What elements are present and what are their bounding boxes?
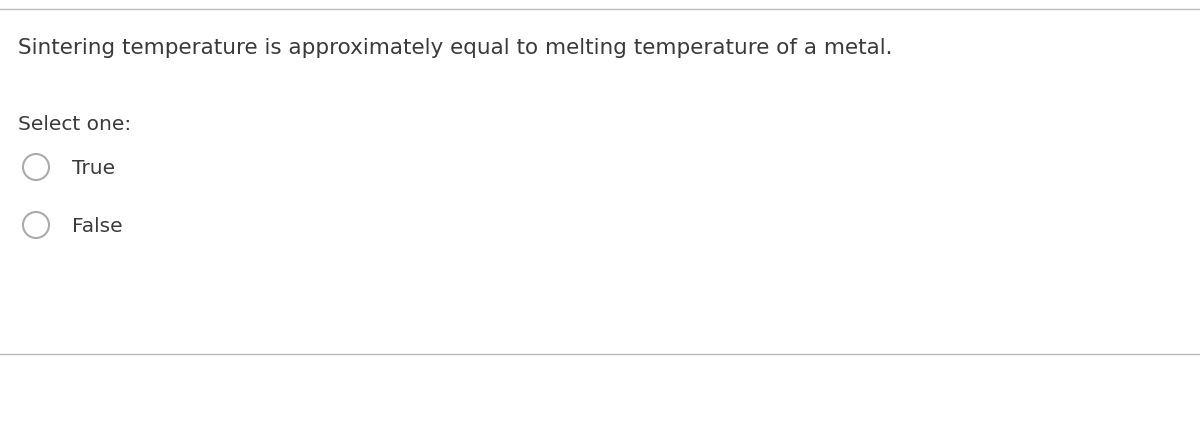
Text: Sintering temperature is approximately equal to melting temperature of a metal.: Sintering temperature is approximately e…	[18, 38, 893, 58]
Text: Select one:: Select one:	[18, 115, 131, 134]
Text: False: False	[72, 216, 122, 235]
Text: True: True	[72, 158, 115, 177]
